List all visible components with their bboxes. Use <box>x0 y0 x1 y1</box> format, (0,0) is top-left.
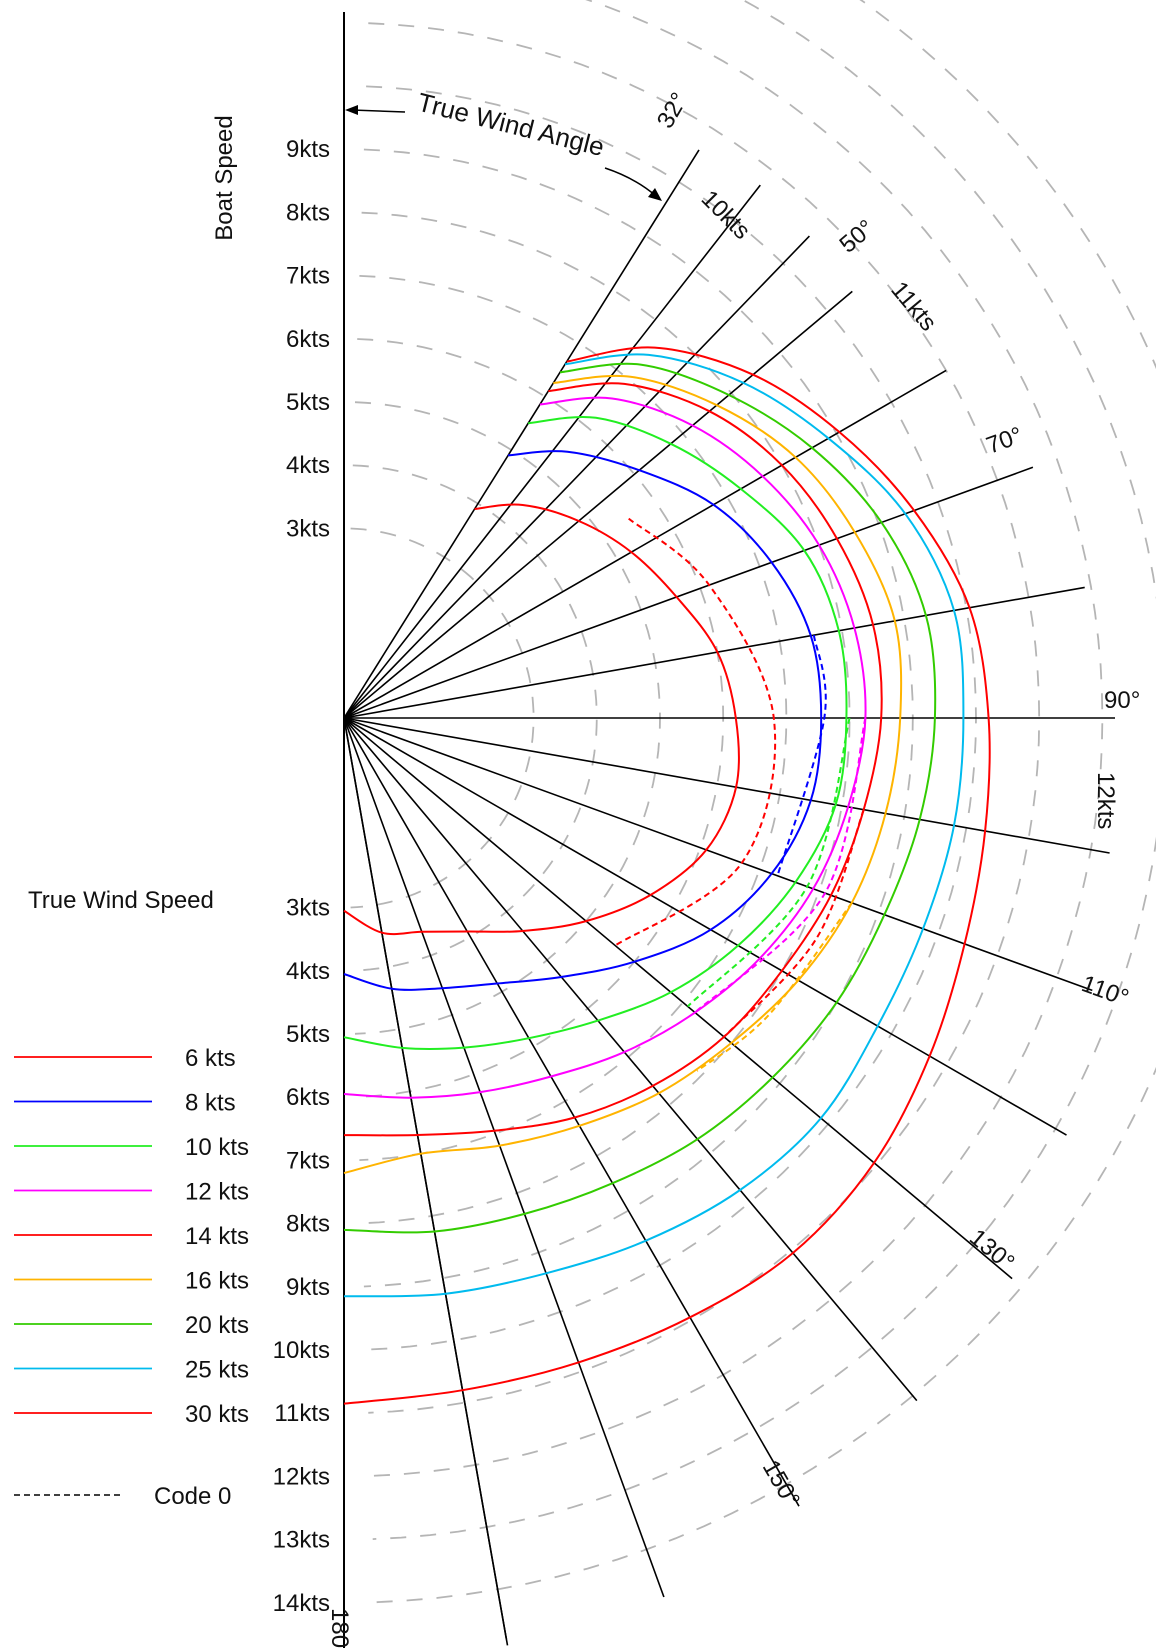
series-line-6 <box>343 374 903 1174</box>
true-wind-angle-label: True Wind Angle <box>415 87 608 162</box>
series-layer <box>343 346 991 1405</box>
angle-label-50: 50° <box>835 215 880 259</box>
code0-line-4 <box>694 717 867 1014</box>
legend-label-7: 20 kts <box>185 1312 249 1339</box>
series-line-4 <box>343 396 867 1099</box>
ring-label-12: 12kts <box>1092 772 1119 829</box>
true-wind-angle-annotation: True Wind Angle <box>345 87 662 201</box>
angle-ray <box>343 717 1093 992</box>
legend-label-2: 8 kts <box>185 1090 236 1117</box>
angle-label-130: 130° <box>964 1224 1019 1277</box>
boat-speed-tick-lower: 9kts <box>286 1274 330 1301</box>
code0-line-6 <box>696 902 853 1072</box>
boat-speed-tick-upper: 3kts <box>286 515 330 542</box>
angle-ray <box>343 717 1013 1280</box>
boat-speed-tick-lower: 8kts <box>286 1211 330 1238</box>
angle-ray <box>343 235 810 719</box>
boat-speed-tick-upper: 4kts <box>286 452 330 479</box>
legend-label-4: 12 kts <box>185 1179 249 1206</box>
boat-speed-tick-lower: 6kts <box>286 1084 330 1111</box>
boat-speed-tick-lower: 3kts <box>286 895 330 922</box>
angle-ray <box>343 717 918 1402</box>
boat-speed-tick-lower: 11kts <box>274 1400 330 1427</box>
twa-arrow-left-line <box>351 109 406 113</box>
boat-speed-tick-lower: 13kts <box>273 1527 330 1554</box>
angle-rays <box>343 149 1115 1646</box>
legend-label-5: 14 kts <box>185 1223 249 1250</box>
legend-title: True Wind Speed <box>28 887 214 914</box>
boat-speed-tick-lower: 14kts <box>273 1590 330 1617</box>
angle-label-110: 110° <box>1078 970 1132 1012</box>
legend: 6 kts 8 kts 10 kts 12 kts 14 kts 16 kts 20 kts… <box>14 1045 249 1428</box>
series-line-5 <box>343 382 883 1137</box>
boat-speed-tick-lower: 5kts <box>286 1021 330 1048</box>
legend-label-1: 6 kts <box>185 1045 236 1072</box>
angle-ray <box>343 717 1067 1136</box>
series-line-2 <box>343 450 823 991</box>
code0-line-1 <box>614 517 777 947</box>
angle-ray <box>343 717 509 1646</box>
grid-ring <box>372 0 1156 1540</box>
boat-speed-tick-upper: 5kts <box>286 389 330 416</box>
angle-ray <box>343 466 1034 719</box>
boat-speed-tick-upper: 8kts <box>286 199 330 226</box>
boat-speed-tick-upper: 9kts <box>286 136 330 163</box>
angle-label-70: 70° <box>983 422 1026 460</box>
legend-label-9: 30 kts <box>185 1401 249 1428</box>
series-line-7 <box>343 362 937 1234</box>
grid-ring <box>361 211 851 1225</box>
boat-speed-tick-lower: 12kts <box>273 1463 330 1490</box>
angle-ray <box>343 290 853 719</box>
grid-ring <box>374 0 1156 1604</box>
angle-label-180: 180° <box>326 1608 353 1648</box>
grid-ring <box>350 527 535 909</box>
angle-label-90: 90° <box>1104 687 1140 714</box>
series-line-8 <box>343 353 965 1298</box>
legend-code0: Code 0 <box>14 1483 231 1510</box>
angle-ray <box>343 369 947 719</box>
angle-ray <box>343 717 800 1507</box>
boat-speed-tick-lower: 10kts <box>273 1337 330 1364</box>
series-line-9 <box>343 346 991 1405</box>
boat-speed-tick-lower: 7kts <box>286 1147 330 1174</box>
code0-line-5 <box>723 809 865 1038</box>
twa-arrow-right-line <box>604 167 657 197</box>
angle-ray <box>343 717 665 1598</box>
twa-arrow-right-head <box>648 188 662 201</box>
angle-ray <box>343 717 1110 854</box>
series-line-1 <box>343 503 741 936</box>
angle-ray <box>343 149 700 719</box>
legend-label-8: 25 kts <box>185 1357 249 1384</box>
boat-speed-tick-upper: 7kts <box>286 263 330 290</box>
legend-code0-label: Code 0 <box>154 1483 231 1510</box>
boat-speed-label: Boat Speed <box>211 115 238 240</box>
ring-label-11: 11kts <box>885 277 941 337</box>
boat-speed-tick-upper: 6kts <box>286 326 330 353</box>
code0-line-3 <box>686 717 851 1008</box>
radial-grid <box>350 0 1156 1604</box>
grid-ring <box>368 22 1041 1414</box>
angle-label-32: 32° <box>652 88 694 133</box>
boat-speed-tick-lower: 4kts <box>286 958 330 985</box>
labels-layer: 9kts 8kts 7kts 6kts 5kts 4kts 3kts 3kts 4kts 5kts… <box>273 88 1141 1648</box>
code0-line-2 <box>776 634 827 877</box>
code0-layer <box>614 517 867 1072</box>
twa-arrow-left-head <box>345 105 358 115</box>
grid-ring <box>352 464 598 972</box>
legend-label-3: 10 kts <box>185 1134 249 1161</box>
angle-ray <box>343 586 1085 719</box>
ring-label-10: 10kts <box>696 185 756 245</box>
series-line-3 <box>343 416 848 1050</box>
legend-label-6: 16 kts <box>185 1268 249 1295</box>
